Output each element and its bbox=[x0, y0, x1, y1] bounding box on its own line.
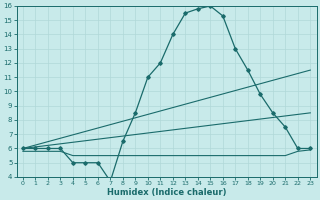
X-axis label: Humidex (Indice chaleur): Humidex (Indice chaleur) bbox=[107, 188, 226, 197]
